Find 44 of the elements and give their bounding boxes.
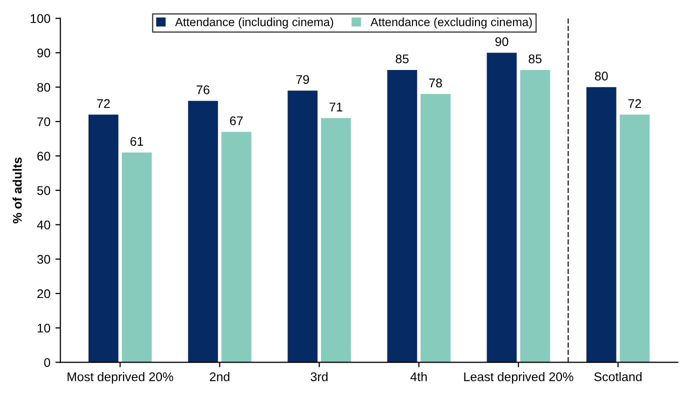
data-label: 72 (97, 99, 110, 108)
y-tick-label: 20 (37, 289, 50, 298)
data-label: 61 (130, 137, 144, 146)
data-label: 90 (495, 37, 508, 46)
x-tick-label: 2nd (210, 372, 230, 382)
x-tick-label: Scotland (594, 372, 642, 382)
data-label: 85 (396, 54, 409, 64)
bar (321, 118, 351, 362)
x-tick-label: Most deprived 20% (68, 372, 174, 384)
bar (288, 90, 318, 362)
data-label: 80 (594, 72, 608, 81)
bar (420, 94, 450, 362)
x-tick-label: 3rd (310, 372, 328, 382)
y-axis-title: % of adults (12, 158, 22, 224)
y-tick-label: 10 (38, 324, 50, 333)
y-tick-label: 70 (37, 117, 50, 126)
bar (486, 52, 517, 362)
data-label: 85 (528, 54, 542, 64)
data-label: 76 (196, 85, 210, 94)
x-tick-label: Least deprived 20% (464, 372, 574, 384)
bar (620, 114, 650, 362)
y-tick-label: 50 (37, 186, 50, 195)
bar (122, 152, 152, 362)
y-tick-label: 90 (37, 48, 50, 58)
bar (221, 132, 252, 362)
y-tick-label: 0 (44, 358, 50, 367)
bar (520, 70, 550, 362)
data-label: 71 (330, 102, 342, 112)
data-label: 67 (230, 116, 243, 126)
data-label: 79 (296, 75, 309, 84)
y-tick-label: 100 (30, 14, 50, 24)
y-tick-label: 80 (37, 82, 50, 92)
data-label: 72 (628, 99, 642, 108)
y-tick-label: 40 (37, 220, 50, 230)
bar (188, 100, 218, 362)
legend-label: Attendance (excluding cinema) (370, 18, 532, 29)
bar (387, 70, 418, 362)
data-label: 78 (429, 78, 442, 88)
bar (88, 114, 118, 362)
legend-label: Attendance (including cinema) (175, 18, 334, 29)
y-tick-label: 30 (37, 254, 50, 264)
y-tick-label: 60 (37, 152, 50, 161)
bar (586, 87, 616, 362)
x-tick-label: 4th (410, 372, 427, 382)
